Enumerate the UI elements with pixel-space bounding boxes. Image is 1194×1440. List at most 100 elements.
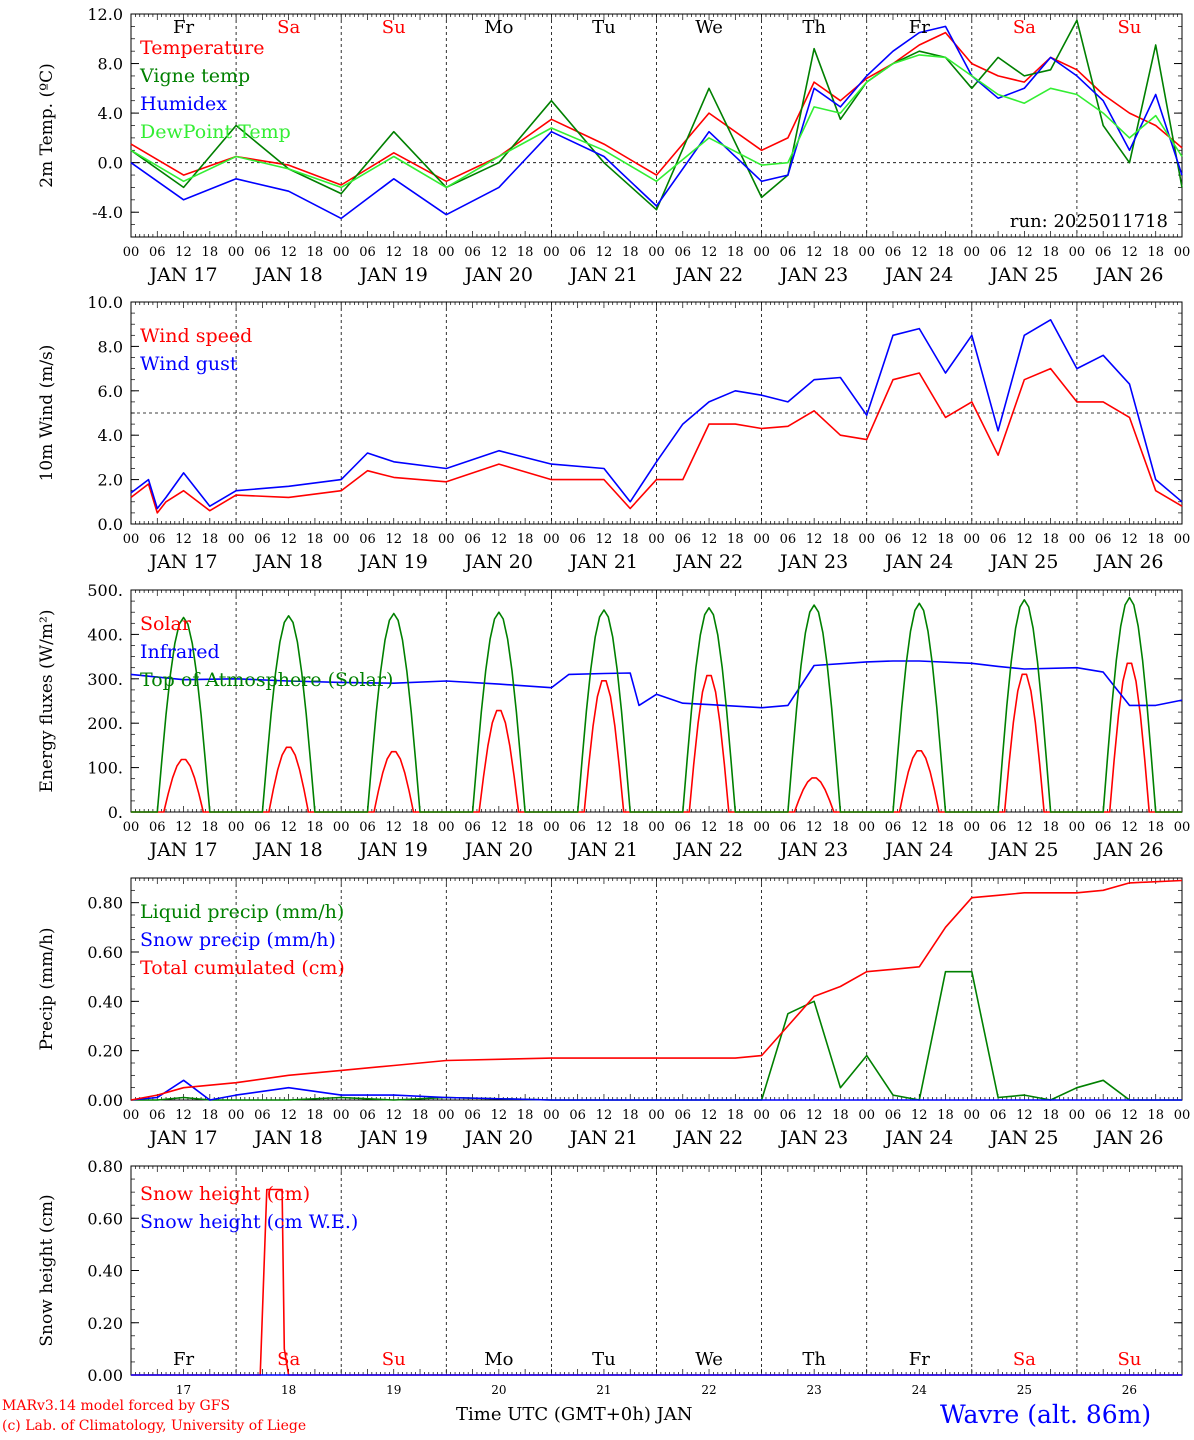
- hour-tick-label: 12: [911, 820, 928, 835]
- hour-tick-label: 18: [517, 245, 534, 260]
- day-number-label: 20: [491, 1383, 506, 1397]
- weekday-label: Fr: [909, 17, 930, 38]
- hour-tick-label: 06: [990, 532, 1007, 547]
- y-tick-label: 0.80: [87, 894, 123, 913]
- hour-tick-label: 00: [123, 820, 140, 835]
- date-label: JAN 20: [463, 551, 533, 573]
- hour-tick-label: 12: [1121, 1108, 1138, 1123]
- hour-tick-label: 12: [596, 1108, 613, 1123]
- y-tick-label: 12.0: [87, 5, 123, 24]
- hour-tick-label: 06: [675, 532, 692, 547]
- day-number-label: 23: [807, 1383, 822, 1397]
- hour-tick-label: 18: [202, 820, 219, 835]
- date-label: JAN 21: [568, 1127, 638, 1149]
- y-tick-label: 100.: [87, 759, 123, 778]
- y-axis-label: Energy fluxes (W/m²): [37, 610, 57, 793]
- hour-tick-label: 06: [780, 245, 797, 260]
- hour-tick-label: 18: [412, 245, 429, 260]
- legend-entry: Top of Atmosphere (Solar): [140, 669, 393, 691]
- hour-tick-label: 18: [727, 820, 744, 835]
- legend-entry: Wind speed: [140, 325, 252, 347]
- hour-tick-label: 00: [333, 245, 350, 260]
- date-label: JAN 17: [147, 839, 217, 861]
- hour-tick-label: 00: [123, 245, 140, 260]
- hour-tick-label: 00: [753, 532, 770, 547]
- hour-tick-label: 00: [858, 820, 875, 835]
- y-tick-label: 0.0: [98, 154, 123, 173]
- date-label: JAN 26: [1093, 839, 1163, 861]
- y-tick-label: 0.40: [87, 992, 123, 1011]
- date-label: JAN 17: [147, 264, 217, 286]
- date-label: JAN 17: [147, 551, 217, 573]
- hour-tick-label: 12: [1121, 245, 1138, 260]
- date-label: JAN 21: [568, 839, 638, 861]
- legend-entry: Snow precip (mm/h): [140, 929, 336, 951]
- y-tick-label: 8.0: [98, 55, 123, 74]
- hour-tick-label: 18: [832, 245, 849, 260]
- hour-tick-label: 06: [885, 245, 902, 260]
- weekday-label: Mo: [484, 1349, 513, 1370]
- day-number-label: 21: [596, 1383, 611, 1397]
- series-line-vigne-temp: [130, 19, 1183, 211]
- hour-tick-label: 00: [123, 1108, 140, 1123]
- hour-tick-label: 12: [280, 532, 297, 547]
- hour-tick-label: 12: [280, 245, 297, 260]
- hour-tick-label: 12: [1121, 820, 1138, 835]
- series-line-wind-speed: [130, 367, 1183, 514]
- hour-tick-label: 18: [1147, 820, 1164, 835]
- hour-tick-label: 12: [280, 820, 297, 835]
- weekday-label: Th: [802, 1349, 826, 1370]
- date-label: JAN 26: [1093, 551, 1163, 573]
- hour-tick-label: 00: [648, 532, 665, 547]
- hour-tick-label: 00: [753, 1108, 770, 1123]
- hour-tick-label: 00: [858, 532, 875, 547]
- hour-tick-label: 06: [569, 1108, 586, 1123]
- hour-tick-label: 06: [569, 532, 586, 547]
- hour-tick-label: 06: [359, 532, 376, 547]
- hour-tick-label: 06: [254, 532, 271, 547]
- series-line-total-cumulated-cm-: [130, 879, 1183, 1101]
- legend-entry: Snow height (cm W.E.): [140, 1211, 358, 1233]
- date-label: JAN 19: [358, 839, 428, 861]
- hour-tick-label: 00: [228, 245, 245, 260]
- hour-tick-label: 18: [937, 245, 954, 260]
- y-tick-label: 10.0: [87, 293, 123, 312]
- hour-tick-label: 00: [858, 245, 875, 260]
- hour-tick-label: 06: [149, 532, 166, 547]
- y-axis-label: Precip (mm/h): [37, 927, 57, 1050]
- hour-tick-label: 06: [254, 1108, 271, 1123]
- hour-tick-label: 18: [202, 532, 219, 547]
- hour-tick-label: 12: [1016, 1108, 1033, 1123]
- hour-tick-label: 06: [464, 1108, 481, 1123]
- hour-tick-label: 12: [806, 820, 823, 835]
- hour-tick-label: 00: [964, 1108, 981, 1123]
- date-label: JAN 20: [463, 1127, 533, 1149]
- date-label: JAN 26: [1093, 264, 1163, 286]
- date-label: JAN 25: [988, 839, 1058, 861]
- date-label: JAN 23: [778, 551, 848, 573]
- hour-tick-label: 18: [1042, 532, 1059, 547]
- station-name: Wavre (alt. 86m): [940, 1400, 1152, 1429]
- date-label: JAN 23: [778, 1127, 848, 1149]
- model-credit: MARv3.14 model forced by GFS: [2, 1398, 231, 1414]
- weekday-label: Tu: [592, 1349, 616, 1370]
- hour-tick-label: 06: [885, 820, 902, 835]
- weekday-label: Fr: [173, 17, 194, 38]
- hour-tick-label: 12: [175, 820, 192, 835]
- hour-tick-label: 18: [727, 1108, 744, 1123]
- date-label: JAN 24: [883, 1127, 953, 1149]
- y-tick-label: 0.00: [87, 1366, 123, 1385]
- hour-tick-label: 06: [359, 1108, 376, 1123]
- hour-tick-label: 18: [517, 1108, 534, 1123]
- weekday-label: Tu: [592, 17, 616, 38]
- panel-wind: [130, 301, 1183, 525]
- hour-tick-label: 06: [675, 820, 692, 835]
- hour-tick-label: 18: [202, 245, 219, 260]
- y-tick-label: 0.60: [87, 1209, 123, 1228]
- series-line-humidex: [130, 25, 1183, 220]
- series-line-wind-gust: [130, 319, 1183, 510]
- panel-temp: [130, 13, 1183, 238]
- hour-tick-label: 00: [333, 1108, 350, 1123]
- hour-tick-label: 12: [491, 1108, 508, 1123]
- day-number-label: 18: [281, 1383, 296, 1397]
